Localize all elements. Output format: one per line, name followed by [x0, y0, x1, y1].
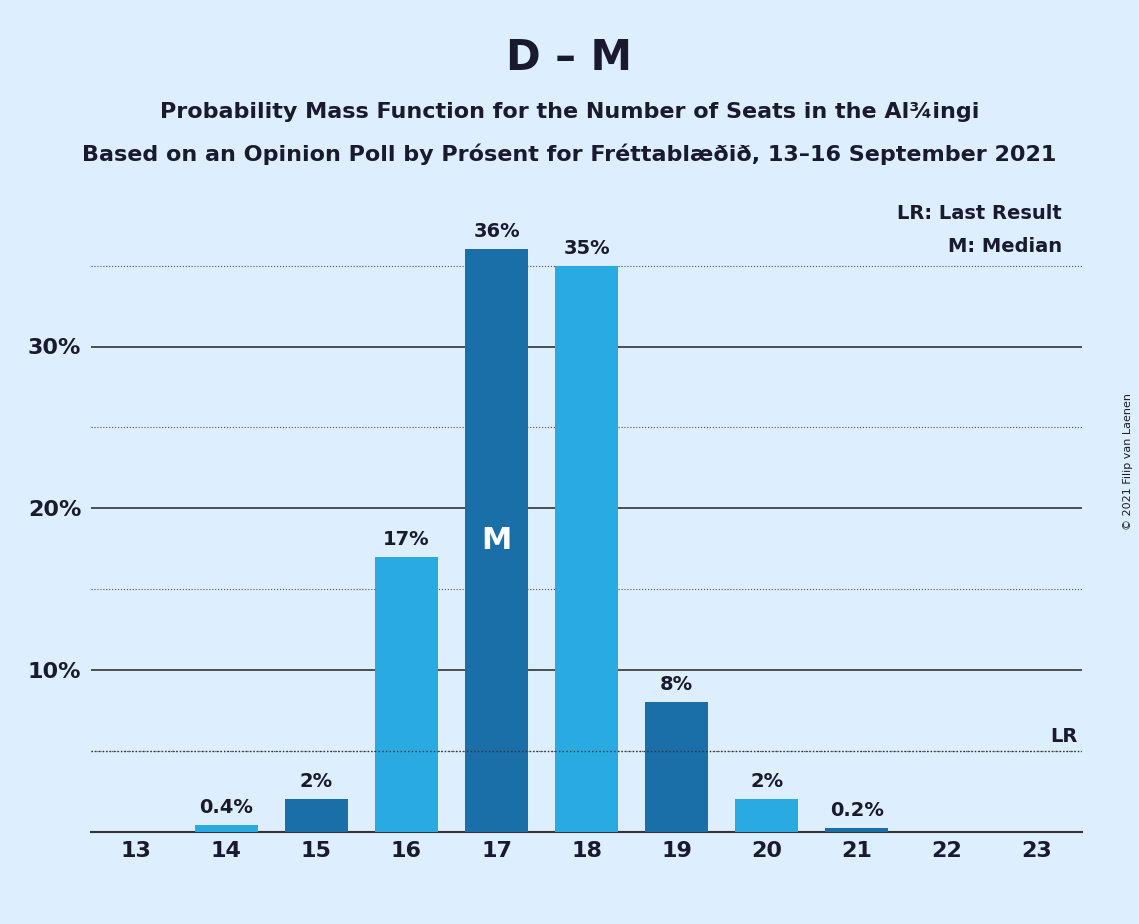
Bar: [735, 799, 798, 832]
Text: 17%: 17%: [383, 529, 429, 549]
Bar: [645, 702, 708, 832]
Text: © 2021 Filip van Laenen: © 2021 Filip van Laenen: [1123, 394, 1133, 530]
Text: Based on an Opinion Poll by Prósent for Fréttablæðið, 13–16 September 2021: Based on an Opinion Poll by Prósent for …: [82, 143, 1057, 164]
Text: 0.4%: 0.4%: [199, 798, 253, 817]
Text: 8%: 8%: [661, 675, 694, 694]
Bar: [555, 266, 618, 832]
Bar: [195, 825, 257, 832]
Text: 2%: 2%: [751, 772, 784, 791]
Bar: [375, 556, 437, 832]
Bar: [465, 249, 528, 832]
Text: 36%: 36%: [473, 223, 519, 241]
Bar: [826, 829, 888, 832]
Text: 2%: 2%: [300, 772, 333, 791]
Text: D – M: D – M: [507, 37, 632, 79]
Text: 0.2%: 0.2%: [830, 801, 884, 821]
Text: M: Median: M: Median: [948, 237, 1063, 256]
Text: LR: LR: [1050, 727, 1077, 746]
Text: 35%: 35%: [564, 238, 609, 258]
Text: LR: Last Result: LR: Last Result: [898, 204, 1063, 224]
Text: M: M: [482, 526, 511, 555]
Bar: [285, 799, 347, 832]
Text: Probability Mass Function for the Number of Seats in the Al¾ingi: Probability Mass Function for the Number…: [159, 102, 980, 122]
